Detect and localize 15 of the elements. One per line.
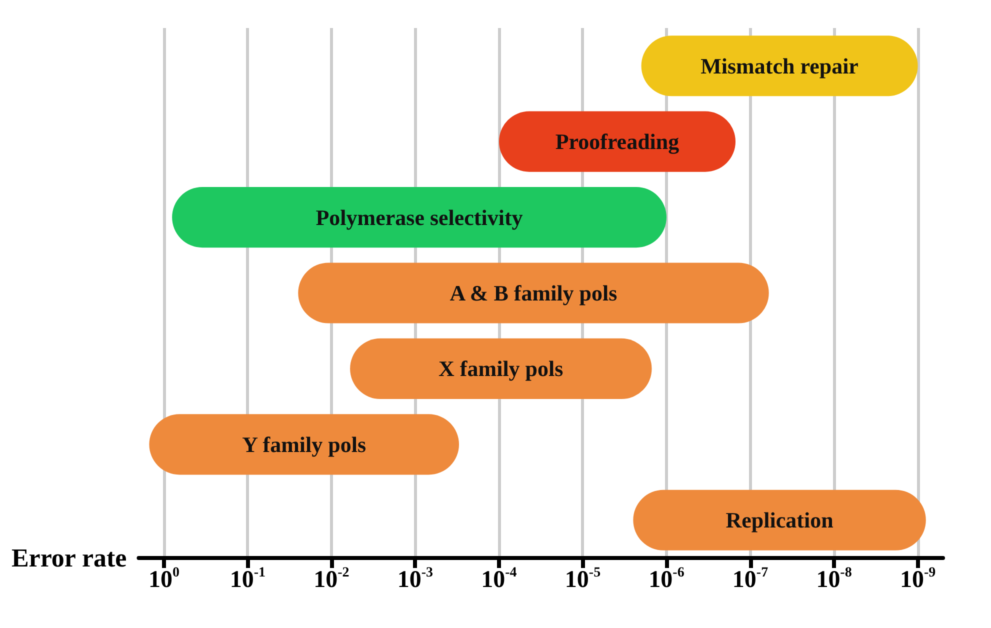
bar xyxy=(641,36,918,96)
bar xyxy=(633,490,926,550)
bar xyxy=(172,187,667,248)
y-tick-label: A & B family pols xyxy=(450,280,618,306)
y-tick-label: Proofreading xyxy=(555,129,680,154)
y-axis-title: Error rate xyxy=(11,544,127,572)
y-tick-label: Mismatch repair xyxy=(700,53,859,78)
bar xyxy=(350,338,652,399)
bar xyxy=(498,111,736,172)
bar xyxy=(298,262,769,324)
bar xyxy=(149,414,460,475)
y-tick-label: Polymerase selectivity xyxy=(316,204,523,230)
y-tick-label: X family pols xyxy=(438,356,564,382)
y-tick-label: Replication xyxy=(726,508,834,533)
y-tick-label: Y family pols xyxy=(242,432,366,457)
